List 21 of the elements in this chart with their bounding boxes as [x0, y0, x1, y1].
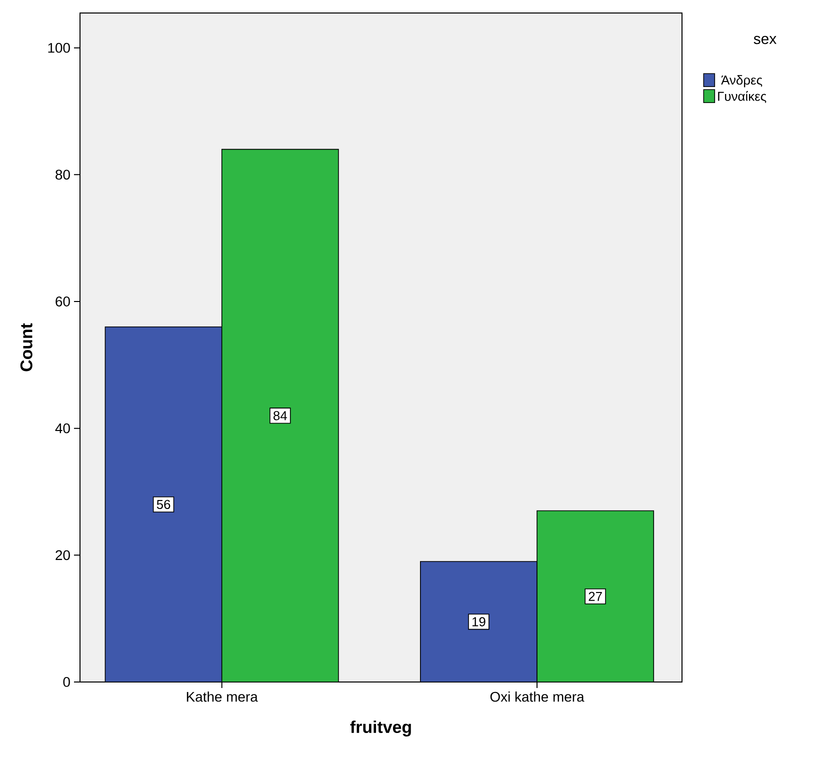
y-tick-label: 0: [63, 677, 70, 687]
bar: [420, 561, 538, 682]
legend-label: Γυναίκες: [718, 91, 766, 104]
y-axis-title: Count: [20, 323, 32, 372]
x-tick-label: Kathe mera: [186, 692, 258, 702]
legend-label: Άνδρες: [721, 75, 762, 88]
data-label: 27: [588, 592, 602, 601]
y-tick-label: 40: [55, 423, 70, 434]
y-tick-label: 20: [56, 550, 70, 560]
data-label: 56: [156, 500, 170, 510]
bar: [221, 148, 339, 682]
y-tick-label: 80: [56, 170, 70, 180]
legend-title: sex: [754, 36, 776, 44]
bar: [536, 510, 654, 682]
x-axis-title: fruitveg: [350, 720, 411, 736]
y-tick-label: 100: [48, 42, 70, 53]
x-tick-label: Oxi kathe mera: [490, 692, 584, 702]
data-label: 84: [274, 411, 287, 420]
bar: [104, 326, 222, 682]
y-tick-label: 60: [56, 296, 70, 306]
data-label: 19: [472, 617, 486, 626]
